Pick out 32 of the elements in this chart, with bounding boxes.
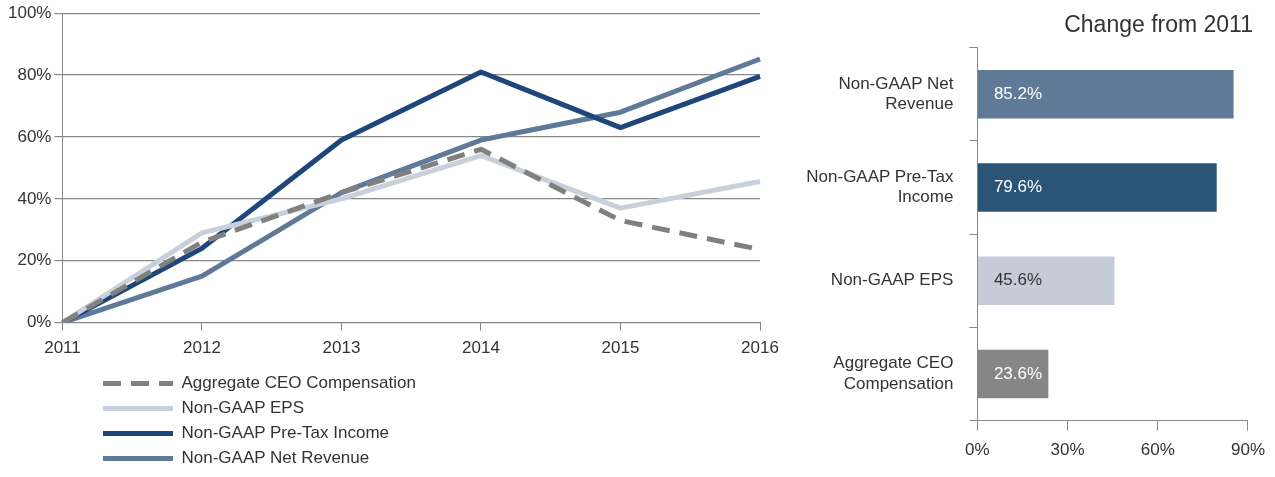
- x-tick-label: 30%: [1050, 440, 1085, 460]
- legend-label: Non-GAAP Net Revenue: [181, 448, 370, 468]
- y-tick-label: 60%: [17, 126, 52, 146]
- x-tick-label: 2016: [741, 338, 779, 358]
- x-tick-label: 90%: [1230, 440, 1265, 460]
- data-label: 85.2%: [993, 83, 1043, 103]
- x-tick-label: 2015: [601, 338, 640, 358]
- x-tick-label: 2014: [462, 338, 500, 358]
- y-tick-label: 100%: [8, 2, 52, 22]
- data-label: 79.6%: [993, 177, 1043, 197]
- data-label: 23.6%: [993, 363, 1043, 383]
- y-tick-label: 80%: [17, 64, 52, 84]
- x-tick-label: 2013: [322, 338, 361, 358]
- bar: [977, 69, 1234, 119]
- y-tick-label: 40%: [17, 188, 52, 208]
- bar: [977, 163, 1217, 212]
- x-tick-label: 2012: [183, 338, 221, 358]
- x-tick-label: 2011: [44, 338, 81, 358]
- y-tick-label: Non-GAAP Net Revenue: [838, 73, 954, 114]
- legend-label: Non-GAAP Pre-Tax Income: [181, 423, 390, 443]
- x-tick-label: 0%: [965, 440, 990, 460]
- chart-title: Change from 2011: [1064, 11, 1253, 38]
- y-tick-label: 20%: [17, 250, 52, 270]
- y-tick-label: Non-GAAP Pre-Tax Income: [806, 166, 954, 207]
- legend-label: Non-GAAP EPS: [181, 398, 305, 418]
- legend-label: Aggregate CEO Compensation: [181, 373, 416, 393]
- data-label: 45.6%: [993, 270, 1043, 290]
- y-tick-label: Aggregate CEO Compensation: [833, 353, 954, 393]
- x-tick-label: 60%: [1140, 440, 1175, 460]
- y-tick-label: Non-GAAP EPS: [830, 270, 954, 290]
- y-tick-label: 0%: [26, 312, 52, 332]
- bar: [977, 256, 1115, 305]
